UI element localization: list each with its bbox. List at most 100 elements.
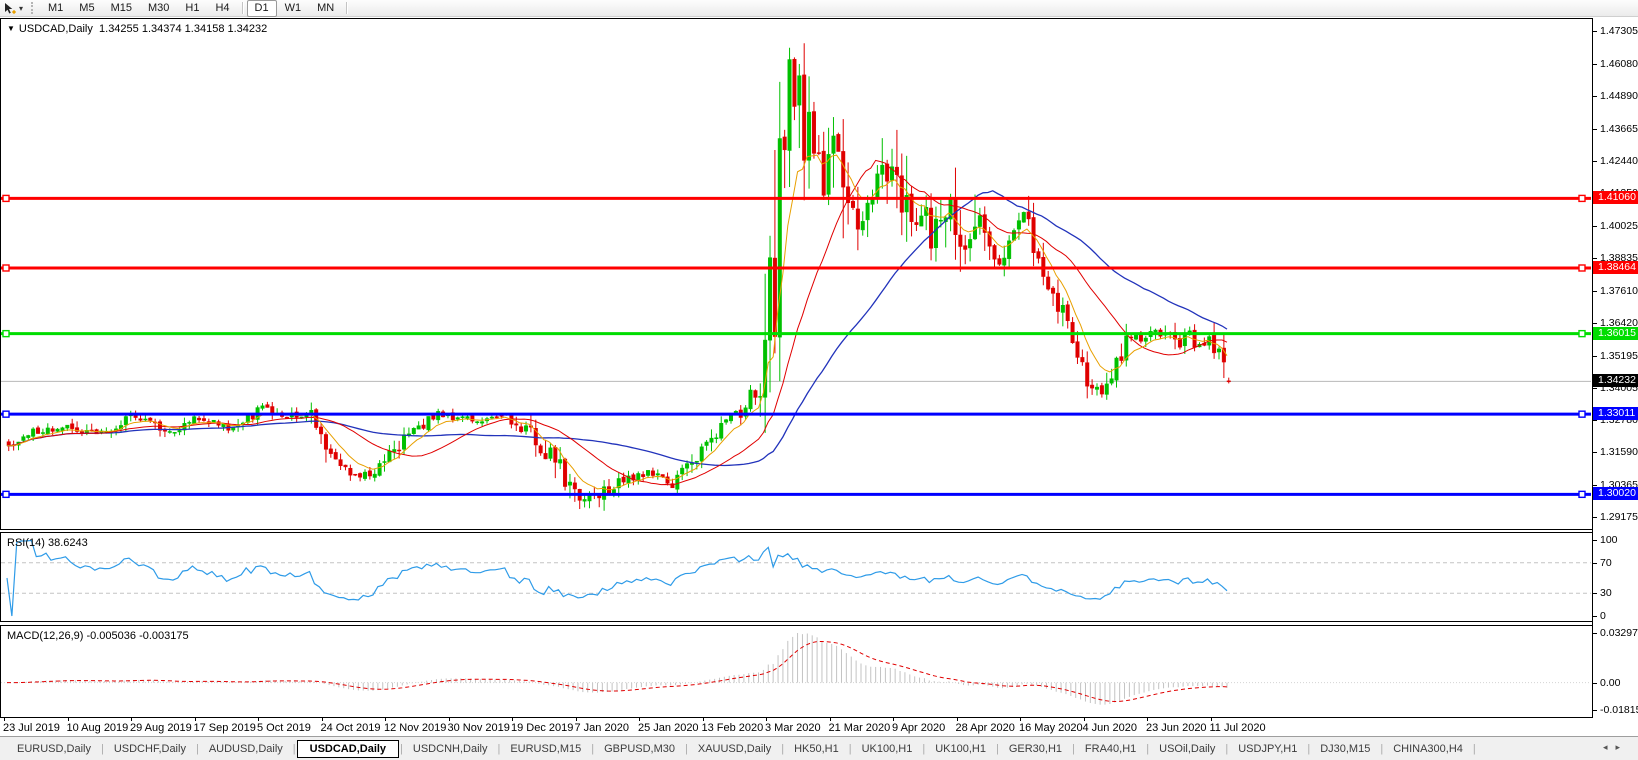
axis-tick-mark xyxy=(1593,258,1597,260)
ohlc-close: 1.34232 xyxy=(227,23,268,35)
date-label: 30 Nov 2019 xyxy=(447,722,510,734)
price-tag[interactable]: 1.34232 xyxy=(1593,374,1638,388)
tab-scroll-right-icon[interactable]: ▸ xyxy=(1615,742,1628,752)
axis-tick-mark xyxy=(1593,128,1597,130)
hline-handle[interactable] xyxy=(2,194,10,203)
tab-separator: | xyxy=(1072,742,1075,755)
date-tick-mark xyxy=(575,718,577,721)
timeframe-button-w1[interactable]: W1 xyxy=(284,1,302,14)
candles xyxy=(6,43,1231,511)
symbol-tab-china300-h4[interactable]: CHINA300,H4 xyxy=(1393,742,1463,755)
symbol-tab-xauusd-daily[interactable]: XAUUSD,Daily xyxy=(697,742,772,755)
hline-handle[interactable] xyxy=(2,410,10,418)
axis-tick-mark xyxy=(1593,516,1597,518)
price-chart-panel[interactable]: ▼ USDCAD,Daily 1.34255 1.34374 1.34158 1.… xyxy=(0,18,1592,530)
symbol-tab-uk100-h1[interactable]: UK100,H1 xyxy=(935,742,986,755)
hline-handle[interactable] xyxy=(2,329,10,338)
axis-tick-label: 0 xyxy=(1600,610,1606,622)
symbol-tab-audusd-daily[interactable]: AUDUSD,Daily xyxy=(208,742,283,755)
hline-handle[interactable] xyxy=(1578,264,1586,272)
hline-handle[interactable] xyxy=(1578,329,1586,338)
timeframe-button-m30[interactable]: M30 xyxy=(147,1,170,14)
symbol-tab-usdchf-daily[interactable]: USDCHF,Daily xyxy=(113,742,186,755)
timeframe-button-d1[interactable]: D1 xyxy=(246,0,277,17)
symbol-tab-usdcad-daily[interactable]: USDCAD,Daily xyxy=(296,739,400,758)
hline-handle[interactable] xyxy=(1578,194,1586,203)
tab-separator: | xyxy=(1146,742,1150,755)
tab-separator: | xyxy=(292,742,296,755)
symbol-tab-fra40-h1[interactable]: FRA40,H1 xyxy=(1084,742,1137,755)
hline-handle[interactable] xyxy=(2,264,10,272)
tab-separator: | xyxy=(591,742,595,755)
price-tag[interactable]: 1.41060 xyxy=(1593,191,1638,205)
price-tag[interactable]: 1.30020 xyxy=(1593,487,1638,501)
symbol-tab-gbpusd-m30[interactable]: GBPUSD,M30 xyxy=(604,742,676,755)
symbol-tab-ger30-h1[interactable]: GER30,H1 xyxy=(1008,742,1063,755)
tab-scroll-left-icon[interactable]: ◂ xyxy=(1602,742,1616,752)
macd-indicator-panel[interactable]: MACD(12,26,9) -0.005036 -0.003175 xyxy=(0,625,1592,718)
timeframe-button-m1[interactable]: M1 xyxy=(48,1,64,14)
symbol-tab-usdjpy-h1[interactable]: USDJPY,H1 xyxy=(1238,742,1298,755)
axis-tick-mark xyxy=(1593,387,1597,389)
timeframe-button-h4[interactable]: H4 xyxy=(215,1,230,14)
date-tick-mark xyxy=(4,718,5,721)
rsi-line xyxy=(6,539,1228,617)
crosshair-cursor-tool-icon[interactable] xyxy=(3,2,17,15)
axis-tick-mark xyxy=(1593,562,1597,564)
date-tick-mark xyxy=(1210,718,1212,721)
date-tick-mark xyxy=(1020,718,1021,721)
axis-tick-label: 1.47305 xyxy=(1600,25,1638,37)
symbol-tab-eurusd-m15[interactable]: EURUSD,M15 xyxy=(510,742,582,755)
timeframe-button-h1[interactable]: H1 xyxy=(185,1,200,14)
price-tag[interactable]: 1.38464 xyxy=(1593,260,1638,274)
symbol-tab-eurusd-daily[interactable]: EURUSD,Daily xyxy=(17,742,91,755)
date-label: 13 Feb 2020 xyxy=(701,722,764,734)
date-label: 23 Jul 2019 xyxy=(3,722,60,734)
timeframe-button-m15[interactable]: M15 xyxy=(110,1,132,14)
hline-handle[interactable] xyxy=(2,490,10,499)
hline-handle[interactable] xyxy=(1578,490,1586,499)
date-tick-mark xyxy=(512,718,513,721)
symbol-tab-uk100-h1[interactable]: UK100,H1 xyxy=(861,742,913,755)
symbol-tab-hk50-h1[interactable]: HK50,H1 xyxy=(794,742,839,755)
date-tick-mark xyxy=(67,718,69,721)
hline-handle[interactable] xyxy=(1578,410,1586,418)
date-label: 17 Sep 2019 xyxy=(193,722,256,734)
date-label: 12 Nov 2019 xyxy=(384,722,447,734)
symbol-tab-usdcnh-daily[interactable]: USDCNH,Daily xyxy=(412,742,488,755)
price-tag[interactable]: 1.36015 xyxy=(1593,326,1638,340)
tool-dropdown-arrow-icon[interactable]: ▾ xyxy=(19,3,24,13)
price-tag[interactable]: 1.33011 xyxy=(1593,407,1638,421)
symbol-tab-usoil-daily[interactable]: USOil,Daily xyxy=(1159,742,1216,755)
date-label: 25 Jan 2020 xyxy=(638,722,699,734)
date-label: 19 Dec 2019 xyxy=(511,722,574,734)
axis-tick-label: 0.00 xyxy=(1600,676,1621,689)
axis-tick-label: 1.40025 xyxy=(1600,220,1638,233)
axis-tick-mark xyxy=(1593,485,1597,487)
macd-plot[interactable] xyxy=(1,626,1591,717)
symbol-tab-dj30-m15[interactable]: DJ30,M15 xyxy=(1320,742,1371,755)
axis-tick-label: 0.032972 xyxy=(1600,627,1638,639)
timeframe-button-m5[interactable]: M5 xyxy=(79,1,95,14)
tab-separator: | xyxy=(1472,742,1476,755)
date-tick-mark xyxy=(258,718,259,721)
date-tick-mark xyxy=(448,718,450,721)
axis-tick-mark xyxy=(1593,616,1597,617)
title-marker-icon: ▼ xyxy=(7,24,15,33)
rsi-plot[interactable] xyxy=(1,533,1591,621)
toolbar-grip[interactable] xyxy=(31,2,36,14)
rsi-label: RSI(14) 38.6243 xyxy=(7,537,88,549)
symbol-tab-bar: EURUSD,Daily | USDCHF,Daily | AUDUSD,Daily | U… xyxy=(0,736,1638,760)
tab-separator: | xyxy=(685,742,688,755)
top-toolbar: ▾ M1 M5 M15 M30 H1 H4 D1 W1 MN xyxy=(0,0,1638,17)
candlestick-plot[interactable] xyxy=(1,19,1591,529)
axis-tick-label: 1.37610 xyxy=(1600,284,1638,297)
timeframe-button-mn[interactable]: MN xyxy=(317,1,335,14)
date-label: 7 Jan 2020 xyxy=(574,722,629,734)
timeframe-buttons: M1 M5 M15 M30 H1 H4 D1 W1 MN xyxy=(40,0,351,17)
axis-tick-label: -0.018154 xyxy=(1600,703,1638,716)
date-tick-mark xyxy=(321,718,323,721)
axis-tick-mark xyxy=(1593,540,1597,541)
tab-separator: | xyxy=(922,742,926,755)
rsi-indicator-panel[interactable]: RSI(14) 38.6243 xyxy=(0,532,1592,622)
